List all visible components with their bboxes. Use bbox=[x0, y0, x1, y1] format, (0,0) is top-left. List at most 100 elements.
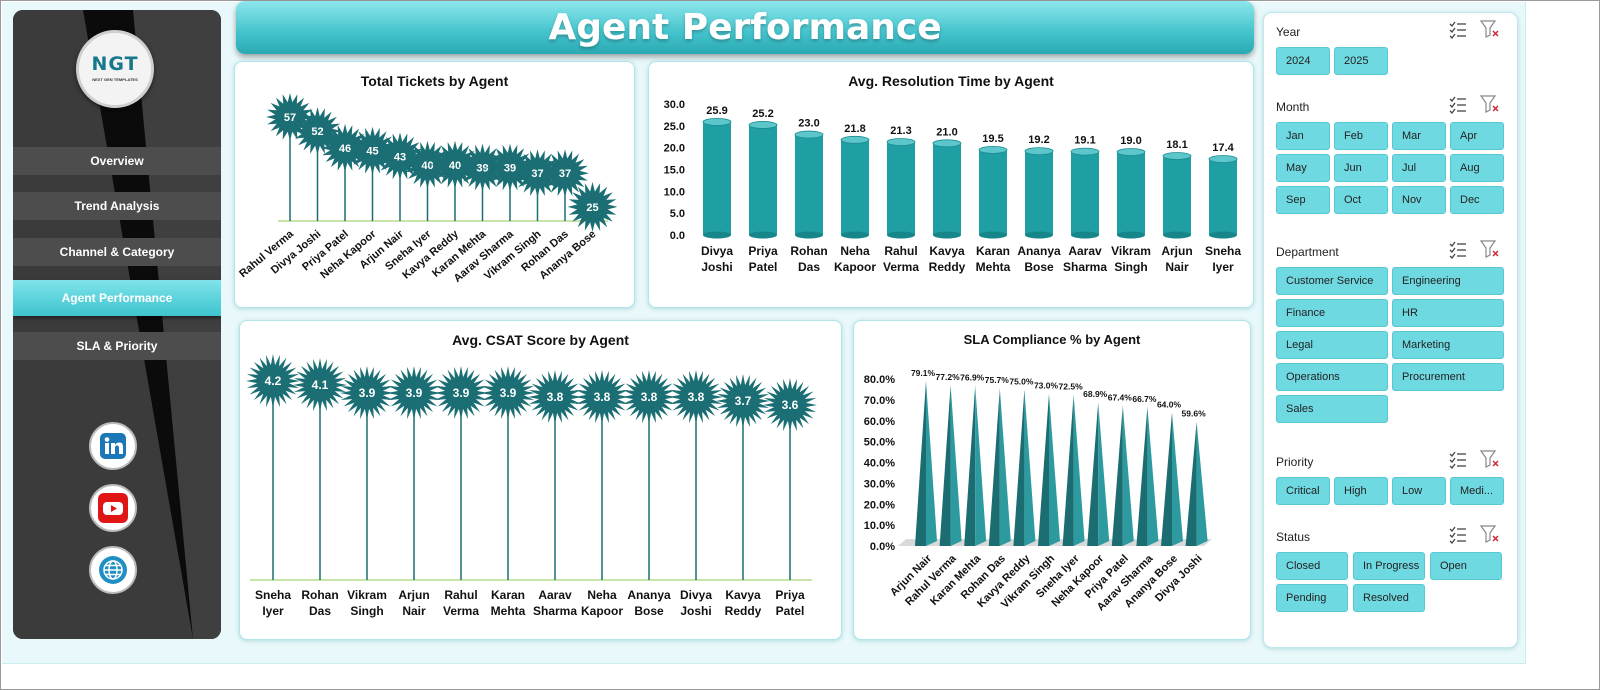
csat-category-label: Kavya Reddy bbox=[725, 588, 762, 618]
slicer-item[interactable]: Jul bbox=[1392, 154, 1446, 182]
resolution-bar bbox=[933, 143, 961, 235]
sla-data-label: 64.0% bbox=[1157, 399, 1182, 409]
slicer-item[interactable]: Closed bbox=[1276, 552, 1348, 580]
linkedin-icon bbox=[100, 433, 126, 459]
csat-data-label: 3.6 bbox=[782, 398, 799, 412]
nav-overview[interactable]: Overview bbox=[13, 147, 221, 175]
slicer-item[interactable]: Procurement bbox=[1392, 363, 1504, 391]
slicer-item[interactable]: HR bbox=[1392, 299, 1504, 327]
resolution-bar-base bbox=[933, 231, 961, 239]
clear-filter-icon[interactable] bbox=[1480, 19, 1500, 39]
slicer-item[interactable]: Mar bbox=[1392, 122, 1446, 150]
multi-select-icon[interactable] bbox=[1448, 94, 1468, 114]
slicer-item[interactable]: Critical bbox=[1276, 477, 1330, 505]
resolution-bar bbox=[1117, 152, 1145, 235]
multi-select-icon[interactable] bbox=[1448, 239, 1468, 259]
sla-y-tick: 30.0% bbox=[864, 478, 895, 490]
slicer-month-label: Month bbox=[1276, 100, 1310, 114]
tickets-data-label: 39 bbox=[476, 163, 488, 175]
csat-data-label: 3.9 bbox=[500, 386, 517, 400]
slicer-item[interactable]: Engineering bbox=[1392, 267, 1504, 295]
resolution-data-label: 21.8 bbox=[844, 123, 865, 135]
tickets-point bbox=[266, 93, 314, 141]
sla-cone-right bbox=[1196, 421, 1208, 546]
slicer-item[interactable]: Oct bbox=[1334, 186, 1388, 214]
logo-subtitle: NEXT GEN TEMPLATES bbox=[92, 77, 138, 82]
resolution-bar-top bbox=[978, 145, 1008, 154]
multi-select-icon[interactable] bbox=[1448, 19, 1468, 39]
website-button[interactable] bbox=[89, 546, 137, 594]
resolution-data-label: 25.9 bbox=[706, 105, 727, 117]
csat-category-label: Ananya Bose bbox=[627, 588, 671, 618]
total-tickets-chart: 57 Rahul Verma 52 Divya Joshi 46 Priya Patel 4… bbox=[234, 61, 635, 308]
csat-category-label: Sneha Iyer bbox=[255, 588, 291, 618]
sla-cone-left bbox=[939, 384, 951, 546]
slicer-item[interactable]: Jan bbox=[1276, 122, 1330, 150]
youtube-button[interactable] bbox=[89, 484, 137, 532]
nav-channel-category[interactable]: Channel & Category bbox=[13, 238, 221, 266]
resolution-bar-top bbox=[702, 118, 732, 126]
csat-category-label: Divya Joshi bbox=[680, 588, 712, 618]
nav-trend-analysis[interactable]: Trend Analysis bbox=[13, 192, 221, 220]
slicer-item[interactable]: Resolved bbox=[1353, 584, 1425, 612]
clear-filter-icon[interactable] bbox=[1480, 94, 1500, 114]
resolution-category-label: Sneha Iyer bbox=[1205, 244, 1241, 274]
sla-compliance-title: SLA Compliance % by Agent bbox=[963, 332, 1141, 347]
sla-data-label: 73.0% bbox=[1034, 381, 1059, 391]
sla-y-tick: 50.0% bbox=[864, 437, 895, 449]
csat-point bbox=[716, 374, 770, 428]
slicer-item[interactable]: Legal bbox=[1276, 331, 1388, 359]
resolution-bar-top bbox=[840, 135, 870, 144]
slicer-item[interactable]: Apr bbox=[1450, 122, 1504, 150]
slicer-department-label: Department bbox=[1276, 245, 1339, 259]
slicer-item[interactable]: May bbox=[1276, 154, 1330, 182]
resolution-bar bbox=[703, 121, 731, 235]
slicer-item[interactable]: Sep bbox=[1276, 186, 1330, 214]
nav-agent-performance[interactable]: Agent Performance bbox=[13, 280, 221, 316]
clear-filter-icon[interactable] bbox=[1480, 449, 1500, 469]
resolution-category-label: Rahul Verma bbox=[883, 244, 919, 274]
multi-select-icon[interactable] bbox=[1448, 449, 1468, 469]
logo-text: NGT bbox=[91, 53, 139, 75]
sla-data-label: 59.6% bbox=[1182, 409, 1207, 419]
slicer-item[interactable]: Finance bbox=[1276, 299, 1388, 327]
resolution-data-label: 19.2 bbox=[1028, 134, 1049, 146]
slicer-item[interactable]: Low bbox=[1392, 477, 1446, 505]
slicer-item[interactable]: 2025 bbox=[1334, 47, 1388, 75]
slicer-item[interactable]: Operations bbox=[1276, 363, 1388, 391]
multi-select-icon[interactable] bbox=[1448, 524, 1468, 544]
slicer-item[interactable]: Marketing bbox=[1392, 331, 1504, 359]
slicer-item[interactable]: Medi... bbox=[1450, 477, 1504, 505]
slicer-item[interactable]: Feb bbox=[1334, 122, 1388, 150]
page-title-bar: Agent Performance bbox=[236, 1, 1254, 54]
resolution-bar-top bbox=[1116, 148, 1146, 156]
slicer-item[interactable]: Pending bbox=[1276, 584, 1348, 612]
clear-filter-icon[interactable] bbox=[1480, 524, 1500, 544]
slicer-item[interactable]: Sales bbox=[1276, 395, 1388, 423]
slicer-item[interactable]: Dec bbox=[1450, 186, 1504, 214]
csat-data-label: 3.7 bbox=[735, 394, 752, 408]
csat-point bbox=[622, 370, 676, 424]
linkedin-button[interactable] bbox=[89, 422, 137, 470]
tickets-point bbox=[403, 140, 452, 189]
slicer-priority-label: Priority bbox=[1276, 455, 1314, 469]
slicer-item[interactable]: Jun bbox=[1334, 154, 1388, 182]
resolution-y-tick: 5.0 bbox=[670, 208, 685, 220]
slicer-item[interactable]: 2024 bbox=[1276, 47, 1330, 75]
slicer-item[interactable]: In Progress bbox=[1353, 552, 1425, 580]
avg-csat-chart: 4.2 Sneha Iyer 4.1 Rohan Das 3.9 Vikram Singh 3.9… bbox=[239, 320, 842, 640]
slicer-item[interactable]: Customer Service bbox=[1276, 267, 1388, 295]
nav-sla-priority[interactable]: SLA & Priority bbox=[13, 332, 221, 360]
slicer-item[interactable]: High bbox=[1334, 477, 1388, 505]
sla-cone-left bbox=[988, 387, 1000, 546]
csat-point bbox=[669, 370, 723, 424]
resolution-bar-top bbox=[794, 130, 824, 139]
clear-filter-icon[interactable] bbox=[1480, 239, 1500, 259]
sla-data-label: 72.5% bbox=[1059, 382, 1084, 392]
slicer-item[interactable]: Nov bbox=[1392, 186, 1446, 214]
slicer-item[interactable]: Open bbox=[1430, 552, 1502, 580]
resolution-bar-base bbox=[1117, 231, 1145, 239]
resolution-bar-top bbox=[1024, 147, 1054, 156]
slicer-item[interactable]: Aug bbox=[1450, 154, 1504, 182]
sla-cone-right bbox=[1098, 402, 1110, 546]
